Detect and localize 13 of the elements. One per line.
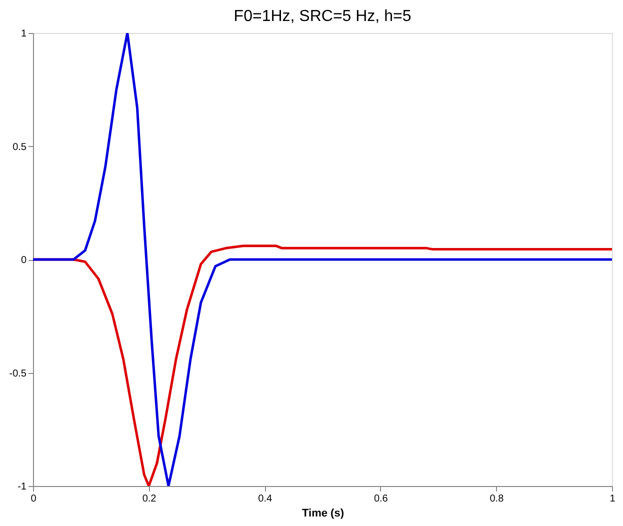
y-tick-label: 0: [20, 255, 27, 266]
x-tick-label: 0.2: [142, 494, 157, 504]
x-axis-title: Time (s): [302, 508, 344, 520]
x-tick-label: 1: [610, 494, 616, 504]
x-tick-label: 0: [30, 494, 37, 504]
chart-title: F0=1Hz, SRC=5 Hz, h=5: [234, 8, 412, 25]
x-tick-label: 0.8: [490, 494, 504, 504]
y-tick-label: 1: [20, 28, 27, 40]
y-tick-label: -0.5: [9, 368, 27, 380]
y-tick-label: 0.5: [12, 142, 27, 153]
y-tick-label: -1: [18, 482, 27, 492]
x-tick-label: 0.6: [374, 494, 388, 504]
x-tick-label: 0.4: [258, 494, 272, 504]
